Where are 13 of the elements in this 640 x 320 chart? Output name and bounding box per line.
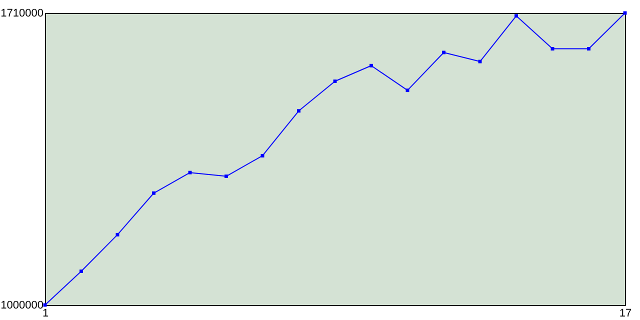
y-tick-label: 1710000 [0,8,44,20]
x-tick-label: 1 [42,308,49,320]
point [587,47,590,51]
point [297,109,300,113]
point [152,191,156,195]
point [514,14,518,18]
point [370,64,373,68]
y-tick-label: 1000000 [0,300,44,312]
line-series [43,11,627,307]
point [80,270,83,274]
point [442,50,446,54]
point [224,174,228,178]
x-tick-label: 17 [619,308,632,320]
